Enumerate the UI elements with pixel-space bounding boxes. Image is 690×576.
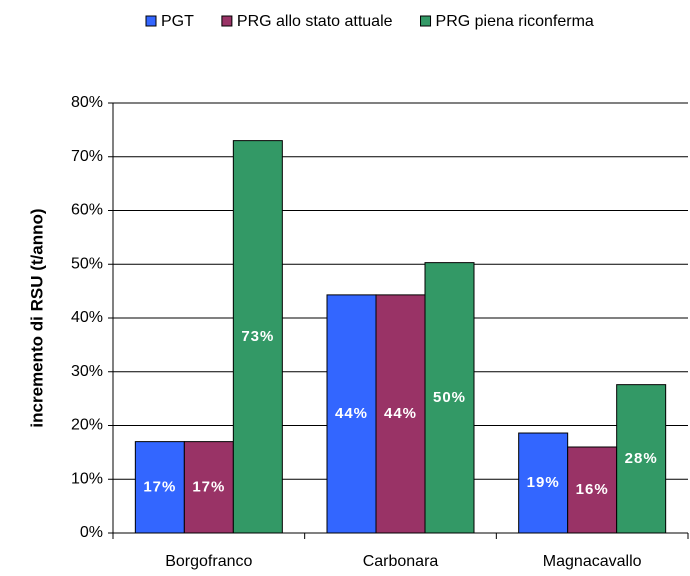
value-label: 44%: [384, 405, 417, 422]
value-label: 28%: [625, 450, 658, 467]
value-label: 16%: [576, 481, 609, 498]
value-label: 50%: [433, 389, 466, 406]
legend-label: PGT: [161, 13, 194, 30]
y-tick-label: 0%: [80, 524, 103, 541]
value-label: 17%: [143, 478, 176, 495]
legend-swatch: [420, 15, 432, 27]
y-tick-label: 80%: [71, 94, 103, 111]
y-axis-title: incremento di RSU (t/anno): [27, 208, 46, 427]
bar: [616, 384, 667, 534]
y-tick-label: 40%: [71, 309, 103, 326]
bar: [232, 140, 283, 534]
value-label: 19%: [527, 474, 560, 491]
y-tick-label: 70%: [71, 148, 103, 165]
value-label: 73%: [241, 328, 274, 345]
bar: [518, 432, 569, 534]
x-tick-label: Borgofranco: [165, 553, 252, 570]
y-tick-label: 30%: [71, 363, 103, 380]
bar: [183, 441, 234, 534]
y-tick-label: 60%: [71, 202, 103, 219]
bar: [326, 294, 377, 534]
value-label: 17%: [192, 478, 225, 495]
y-tick-label: 20%: [71, 417, 103, 434]
value-label: 44%: [335, 405, 368, 422]
y-tick-label: 50%: [71, 255, 103, 272]
x-tick-label: Carbonara: [363, 553, 439, 570]
legend-swatch: [145, 15, 157, 27]
x-tick-label: Magnacavallo: [543, 553, 642, 570]
y-tick-label: 10%: [71, 470, 103, 487]
bar: [134, 441, 185, 534]
bar: [567, 446, 618, 534]
legend-label: PRG piena riconferma: [436, 13, 594, 30]
bar: [424, 262, 475, 534]
legend-label: PRG allo stato attuale: [237, 13, 393, 30]
legend-swatch: [221, 15, 233, 27]
